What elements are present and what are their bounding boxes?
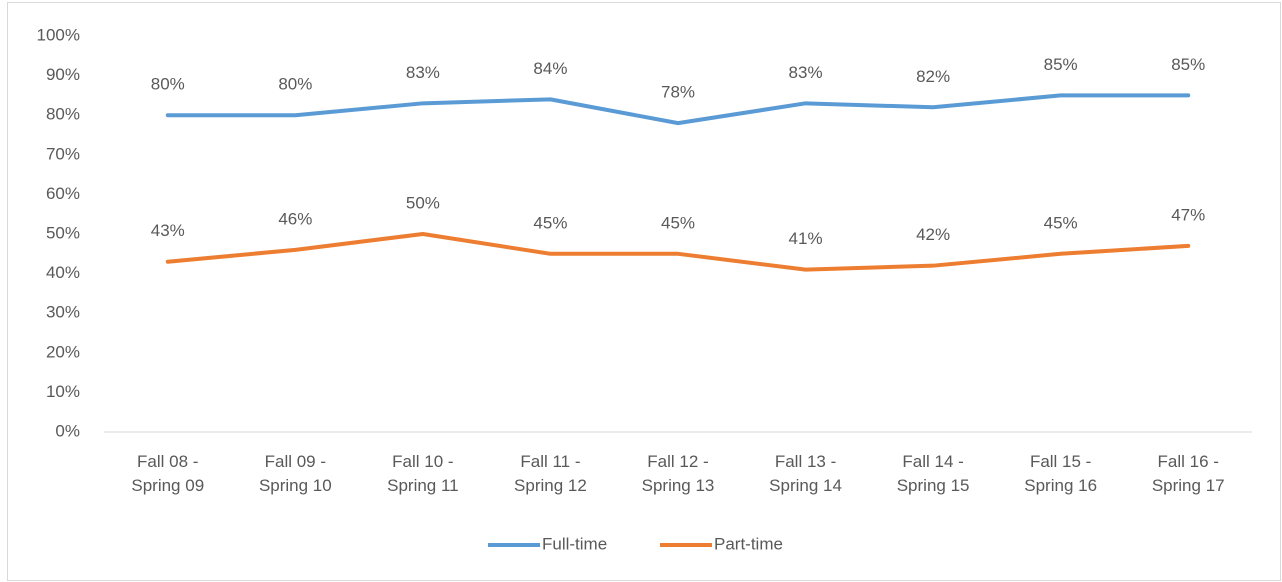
y-tick-label: 20% (46, 342, 80, 361)
data-label: 83% (789, 63, 823, 82)
x-tick-label: Fall 12 - Spring 13 (641, 452, 715, 495)
x-tick-label: Fall 09 - Spring 10 (258, 452, 332, 495)
y-tick-label: 10% (46, 382, 80, 401)
y-tick-label: 100% (37, 25, 80, 44)
x-tick-label: Fall 14 - Spring 15 (896, 452, 970, 495)
y-tick-label: 40% (46, 263, 80, 282)
x-tick-label: Fall 10 - Spring 11 (387, 452, 459, 495)
x-tick-label: Fall 11 - Spring 12 (514, 452, 587, 495)
series-line (165, 232, 1191, 272)
x-tick-label: Fall 15 - Spring 16 (1024, 452, 1098, 495)
data-label: 42% (916, 225, 950, 244)
chart-border (7, 2, 1281, 581)
data-label: 46% (278, 209, 312, 228)
data-label: 45% (533, 213, 567, 232)
data-label: 47% (1171, 205, 1205, 224)
y-tick-label: 50% (46, 223, 80, 242)
y-tick-label: 80% (46, 105, 80, 124)
data-label: 85% (1171, 55, 1205, 74)
y-tick-label: 30% (46, 303, 80, 322)
data-label: 83% (406, 63, 440, 82)
y-tick-label: 60% (46, 184, 80, 203)
x-tick-label: Fall 16 - Spring 17 (1151, 452, 1225, 495)
x-tick-label: Fall 13 - Spring 14 (769, 452, 842, 495)
data-label: 80% (278, 75, 312, 94)
y-tick-label: 70% (46, 144, 80, 163)
data-label: 41% (789, 229, 823, 248)
legend-label: Full-time (542, 534, 607, 553)
y-tick-label: 90% (46, 65, 80, 84)
data-label: 82% (916, 67, 950, 86)
series-line (165, 93, 1191, 126)
data-label: 78% (661, 83, 695, 102)
data-label: 80% (151, 75, 185, 94)
data-label: 50% (406, 193, 440, 212)
data-label: 84% (533, 59, 567, 78)
y-tick-label: 0% (55, 421, 80, 440)
x-tick-label: Fall 08 - Spring 09 (131, 452, 205, 495)
data-label: 45% (1044, 213, 1078, 232)
legend-label: Part-time (714, 534, 783, 553)
data-label: 85% (1044, 55, 1078, 74)
data-label: 45% (661, 213, 695, 232)
data-label: 43% (151, 221, 185, 240)
